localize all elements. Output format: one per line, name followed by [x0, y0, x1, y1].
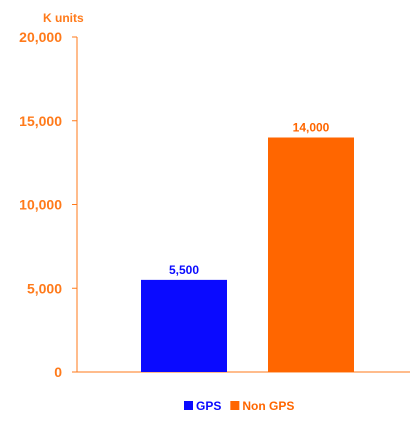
bar-non-gps	[268, 137, 354, 372]
y-tick-label: 0	[54, 364, 62, 380]
legend-label: GPS	[196, 399, 221, 413]
y-axis: 0 5,000 10,000 15,000 20,000	[19, 29, 78, 380]
y-axis-unit-label: K units	[43, 11, 84, 25]
y-tick-label: 20,000	[19, 29, 62, 45]
y-tick-label: 5,000	[27, 280, 62, 296]
bar-gps	[141, 279, 227, 372]
y-tick-label: 10,000	[19, 197, 62, 213]
legend-swatch	[184, 401, 193, 410]
data-labels-group: 5,500 14,000	[169, 121, 330, 277]
bars-group	[141, 137, 354, 372]
data-label: 5,500	[169, 263, 199, 277]
y-tick-label: 15,000	[19, 113, 62, 129]
legend-label: Non GPS	[242, 399, 294, 413]
data-label: 14,000	[293, 121, 330, 135]
legend: GPS Non GPS	[184, 399, 294, 413]
legend-swatch	[230, 401, 240, 410]
